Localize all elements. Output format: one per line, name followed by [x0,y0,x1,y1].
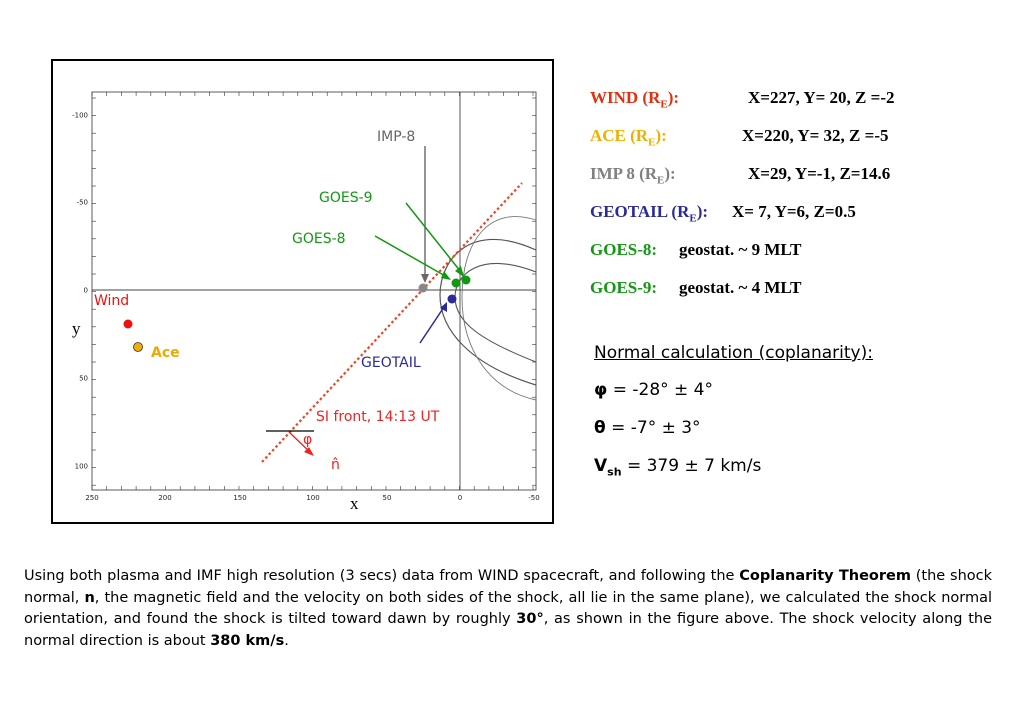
info-suffix: ): [655,126,667,145]
ace-marker [133,342,143,352]
calc-title: Normal calculation (coplanarity): [594,343,873,363]
imp8-label: IMP-8 [377,129,415,145]
info-row: GOES-9: geostat. ~ 4 MLT [590,278,802,298]
geotail-arrowhead [440,302,447,312]
normal-arrowhead [304,447,314,456]
magnetopause-inner [461,216,537,401]
x-tick-label: 0 [458,494,462,502]
caption-text-2: (the shock normal, [24,568,992,606]
plot-area [91,91,537,491]
v-symbol: V [594,456,608,476]
x-tick-label: 50 [383,494,392,502]
y-tick-label: -50 [77,199,88,207]
calc-title-text: Normal calculation (coplanarity): [594,343,873,363]
info-subscript: E [648,136,656,149]
info-name: GEOTAIL (RE): [590,202,708,224]
info-coords: X=220, Y= 32, Z =-5 [742,126,889,145]
goes8-arrowhead [441,271,451,280]
info-name: WIND (RE): [590,88,679,110]
theta-symbol: θ [594,418,606,438]
x-tick-label: 100 [306,494,319,502]
goes8-arrow [374,235,448,278]
x-tick-label: 150 [233,494,246,502]
info-name: IMP 8 (RE): [590,164,676,186]
y-tick-label: -100 [72,112,88,120]
info-suffix: ): [664,164,676,183]
info-subscript: E [657,174,665,187]
info-coords: X=29, Y=-1, Z=14.6 [748,164,891,183]
wind-marker [123,319,133,329]
grid [92,92,536,490]
caption-bold-2: n [84,589,95,606]
info-name: GOES-8: [590,240,657,260]
goes8-label: GOES-8 [292,231,346,247]
theta-value: = -7° ± 3° [605,418,701,438]
y-axis-label: y [72,319,81,338]
geotail-label: GEOTAIL [361,355,421,371]
caption: Using both plasma and IMF high resolutio… [24,566,992,652]
info-row: IMP 8 (RE): X=29, Y=-1, Z=14.6 [590,164,890,186]
info-subscript: E [689,212,697,225]
info-coords: X= 7, Y=6, Z=0.5 [732,202,856,221]
plot-frame [51,59,554,524]
imp8-arrowhead [421,274,429,283]
info-name: ACE (RE): [590,126,667,148]
theta-result: θ = -7° ± 3° [594,418,701,438]
goes9-arrowhead [455,266,464,277]
goes9-marker [461,275,471,285]
caption-bold-4: 380 km/s [210,632,285,649]
velocity-result: Vsh = 379 ± 7 km/s [594,456,761,478]
phi-label: φ [303,432,312,448]
info-name-text: IMP 8 (R [590,164,658,183]
ticks: -100 -50 0 50 100 250 200 150 100 50 0 -50 [72,92,540,502]
orbit-plot: -100 -50 0 50 100 250 200 150 100 50 0 -50 x y φ n̂… [72,91,540,513]
info-name-text: GOES-8: [590,240,658,259]
phi-symbol: φ [594,380,608,400]
info-name-text: GEOTAIL (R [590,202,690,221]
n-hat-label: n̂ [331,457,340,473]
caption-bold-3: 30° [516,611,544,627]
x-tick-label: -50 [528,494,539,502]
x-tick-label: 200 [158,494,171,502]
goes9-label: GOES-9 [319,190,373,206]
phi-result: φ = -28° ± 4° [594,380,713,400]
info-row: GOES-8: geostat. ~ 9 MLT [590,240,802,260]
info-coords: geostat. ~ 4 MLT [679,278,802,297]
caption-text-5: . [284,632,289,649]
info-suffix: ): [696,202,709,221]
info-coords: X=227, Y= 20, Z =-2 [748,88,895,107]
imp8-marker [418,283,428,293]
info-name-text: ACE (R [590,126,649,145]
info-row: WIND (RE): X=227, Y= 20, Z =-2 [590,88,894,110]
si-front-label: SI front, 14:13 UT [316,409,440,425]
velocity-value: = 379 ± 7 km/s [621,456,762,476]
geotail-arrow [419,306,445,344]
y-tick-label: 0 [84,287,88,295]
info-name: GOES-9: [590,278,657,298]
si-front-line [261,182,523,463]
geotail-marker [447,294,457,304]
info-name-text: GOES-9: [590,278,658,297]
goes8-marker [451,278,461,288]
y-tick-label: 100 [75,463,88,471]
phi-value: = -28° ± 4° [607,380,713,400]
ace-label: Ace [151,345,180,361]
y-tick-label: 50 [79,375,88,383]
bow-shock [439,238,537,386]
caption-text-3: , the magnetic field and the velocity on… [24,589,992,628]
info-row: GEOTAIL (RE): X= 7, Y=6, Z=0.5 [590,202,856,224]
v-subscript: sh [607,465,622,479]
x-tick-label: 250 [85,494,98,502]
info-subscript: E [660,98,668,111]
info-coords: geostat. ~ 9 MLT [679,240,802,259]
caption-text-4: , as shown in the figure above. The shoc… [24,611,992,649]
x-axis-label: x [350,494,359,513]
info-row: ACE (RE): X=220, Y= 32, Z =-5 [590,126,888,148]
caption-text-1: Using both plasma and IMF high resolutio… [24,568,740,584]
caption-bold-1: Coplanarity Theorem [739,568,911,584]
info-suffix: ): [667,88,680,107]
goes9-arrow [405,202,462,273]
info-name-text: WIND (R [590,88,661,107]
wind-label: Wind [94,293,129,309]
